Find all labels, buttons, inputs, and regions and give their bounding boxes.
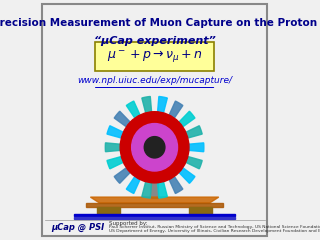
Text: $\mu^- + p \rightarrow \nu_{\mu}+ n$: $\mu^- + p \rightarrow \nu_{\mu}+ n$ xyxy=(107,48,203,65)
Polygon shape xyxy=(90,197,219,203)
Text: Paul Scherrer Institut, Russian Ministry of Science and Technology, US National : Paul Scherrer Institut, Russian Ministry… xyxy=(109,225,320,234)
Polygon shape xyxy=(175,126,202,141)
Polygon shape xyxy=(105,143,132,152)
Polygon shape xyxy=(74,214,235,216)
Text: Precision Measurement of Muon Capture on the Proton: Precision Measurement of Muon Capture on… xyxy=(0,18,317,28)
Polygon shape xyxy=(177,143,204,152)
Polygon shape xyxy=(175,153,202,169)
Circle shape xyxy=(132,124,178,171)
Polygon shape xyxy=(107,153,134,169)
Polygon shape xyxy=(142,170,153,198)
Polygon shape xyxy=(156,170,167,198)
Polygon shape xyxy=(97,207,120,214)
Polygon shape xyxy=(74,217,235,219)
Polygon shape xyxy=(142,96,153,124)
Text: μCap @ PSI: μCap @ PSI xyxy=(52,223,105,232)
Polygon shape xyxy=(189,207,212,214)
Polygon shape xyxy=(156,96,167,124)
Polygon shape xyxy=(164,167,183,193)
FancyBboxPatch shape xyxy=(95,42,214,71)
Polygon shape xyxy=(171,111,195,134)
Polygon shape xyxy=(86,203,223,207)
Circle shape xyxy=(120,112,189,183)
Text: “μCap experiment”: “μCap experiment” xyxy=(94,36,215,46)
Text: Supported by:: Supported by: xyxy=(109,221,147,226)
FancyBboxPatch shape xyxy=(42,4,267,236)
Polygon shape xyxy=(107,126,134,141)
Polygon shape xyxy=(164,101,183,128)
Polygon shape xyxy=(126,101,145,128)
Polygon shape xyxy=(126,167,145,193)
Circle shape xyxy=(144,137,165,158)
Polygon shape xyxy=(114,111,138,134)
Polygon shape xyxy=(171,161,195,183)
Text: www.npl.uiuc.edu/exp/mucapture/: www.npl.uiuc.edu/exp/mucapture/ xyxy=(77,76,232,85)
Polygon shape xyxy=(114,161,138,183)
Polygon shape xyxy=(151,169,158,198)
